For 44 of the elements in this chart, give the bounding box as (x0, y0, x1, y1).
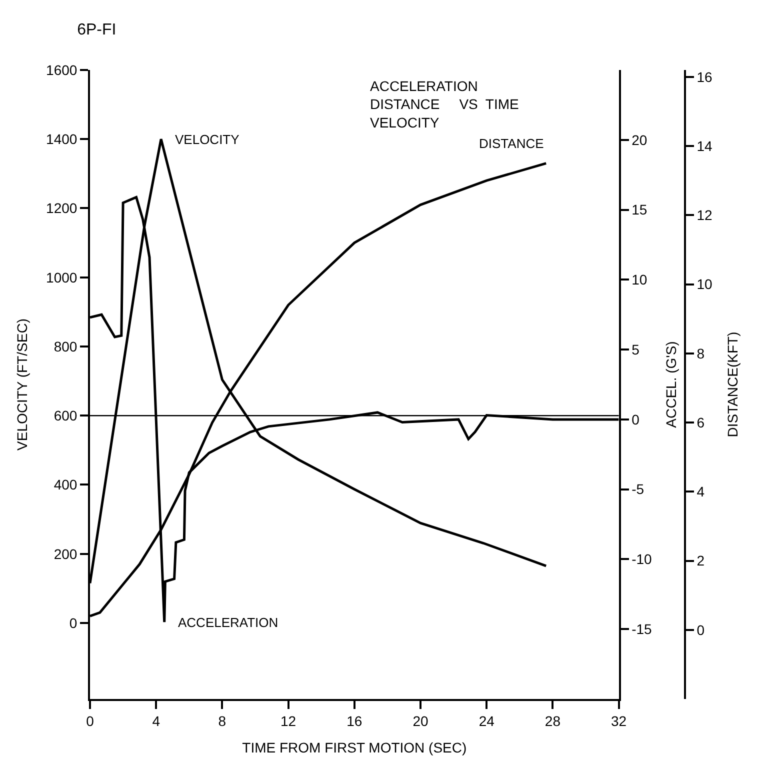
x-tick-label: 0 (86, 712, 94, 729)
y2-axis-title: ACCEL. (G'S) (662, 341, 679, 428)
y3-tick-label: 8 (696, 345, 705, 362)
y2-tick-label: -5 (632, 481, 644, 498)
series-label: DISTANCE (479, 136, 544, 151)
y3-tick-label: 14 (696, 138, 712, 154)
y-tick-label: 1200 (46, 200, 78, 216)
x-tick-label: 12 (280, 712, 296, 729)
y2-tick-label: -15 (632, 621, 652, 638)
chart-title: 6P-FI (77, 21, 116, 38)
y3-tick-label: 16 (696, 68, 712, 85)
x-tick-label: 8 (218, 712, 226, 729)
y2-tick-label: 15 (632, 202, 648, 218)
y3-axis-title: DISTANCE(KFT) (724, 332, 740, 438)
y2-tick-label: 0 (632, 411, 640, 428)
series-label: VELOCITY (175, 132, 240, 147)
x-tick-label: 28 (544, 712, 561, 729)
y-tick-label: 200 (54, 546, 78, 562)
x-tick-label: 4 (152, 712, 160, 729)
y2-tick-label: 20 (632, 132, 648, 148)
x-tick-label: 32 (611, 712, 627, 729)
y3-tick-label: 0 (696, 622, 705, 638)
y-tick-label: 1400 (46, 131, 78, 148)
y3-tick-label: 4 (696, 484, 705, 500)
series-label: ACCELERATION (178, 615, 278, 630)
y2-tick-label: -10 (632, 551, 652, 568)
y-tick-label: 0 (69, 614, 78, 631)
y-tick-label: 1000 (46, 269, 78, 286)
x-axis-title: TIME FROM FIRST MOTION (SEC) (242, 740, 467, 756)
y-tick-label: 1600 (46, 62, 78, 78)
y-axis-title: VELOCITY (FT/SEC) (14, 318, 30, 450)
y2-tick-label: 10 (632, 272, 648, 288)
y3-tick-label: 10 (696, 276, 712, 292)
y2-tick-label: 5 (632, 341, 640, 358)
y-tick-label: 800 (54, 338, 78, 354)
y3-tick-label: 12 (696, 207, 712, 224)
text: ACCELERATION DISTANCE VS TIME VELOCITY (370, 78, 519, 130)
x-tick-label: 20 (412, 712, 428, 729)
x-tick-label: 24 (478, 712, 495, 729)
y-tick-label: 600 (54, 408, 78, 424)
y-tick-label: 400 (54, 476, 78, 493)
y3-tick-label: 6 (696, 414, 705, 430)
x-tick-label: 16 (346, 712, 362, 729)
y3-tick-label: 2 (696, 552, 705, 569)
